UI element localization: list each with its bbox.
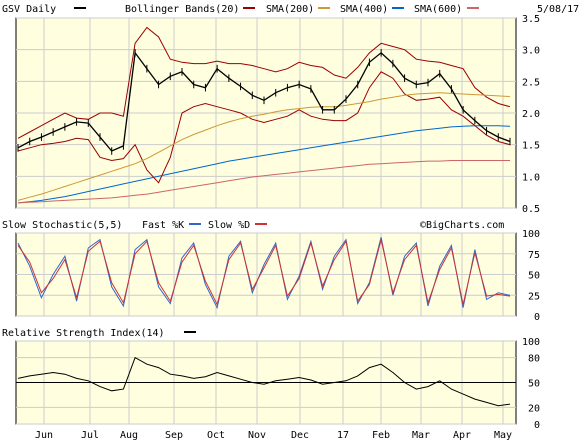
slow-d-swatch (255, 223, 267, 225)
x-tick-label: Nov (248, 430, 266, 441)
price-y-tick-label: 1.5 (522, 141, 540, 152)
sma200-label: SMA(200) (266, 4, 314, 15)
fast-k-swatch (189, 223, 201, 225)
stoch-y-tick-label: 50 (528, 271, 540, 282)
stoch-series-1 (17, 239, 511, 306)
symbol-label: GSV Daily (2, 4, 56, 15)
price-y-tick-label: 2.0 (522, 109, 540, 120)
x-tick-label: Feb (372, 430, 390, 441)
x-tick-label: Dec (291, 430, 309, 441)
stochastic-series-layer (17, 237, 511, 310)
fast-k-label: Fast %K (142, 220, 184, 231)
rsi-swatch (184, 331, 196, 333)
rsi-y-tick-label: 0 (534, 420, 540, 431)
slow-d-label: Slow %D (208, 220, 250, 231)
rsi-y-tick-label: 100 (522, 337, 540, 348)
sma400-label: SMA(400) (340, 4, 388, 15)
rsi-title: Relative Strength Index(14) (2, 328, 165, 339)
stochastic-title: Slow Stochastic(5,5) (2, 220, 122, 231)
price-legend: GSV Daily Bollinger Bands(20) SMA(200) S… (2, 4, 579, 15)
rsi-series-0 (17, 356, 511, 407)
rsi-y-tick-label: 20 (528, 403, 540, 414)
bollinger-label: Bollinger Bands(20) (125, 4, 239, 15)
price-series-2 (17, 71, 511, 184)
x-tick-label: Jul (81, 430, 99, 441)
sma600-label: SMA(600) (414, 4, 462, 15)
date-label: 5/08/17 (537, 4, 579, 15)
sma400-legend-swatch (392, 7, 404, 9)
sma200-legend-swatch (318, 7, 330, 9)
x-tick-label: Sep (165, 430, 183, 441)
stoch-y-tick-label: 100 (522, 229, 540, 240)
stoch-y-tick-label: 75 (528, 250, 540, 261)
price-legend-swatch (74, 7, 86, 9)
x-tick-label: Mar (412, 430, 430, 441)
rsi-legend: Relative Strength Index(14) (2, 328, 196, 339)
bollinger-legend-swatch (243, 7, 255, 9)
x-tick-label: Aug (120, 430, 138, 441)
watermark: ©BigCharts.com (420, 220, 504, 231)
stoch-y-tick-label: 25 (528, 291, 540, 302)
price-series-layer (17, 26, 511, 204)
price-y-tick-label: 1.0 (522, 172, 540, 183)
x-tick-label: May (494, 430, 512, 441)
price-series-4 (17, 125, 511, 204)
x-tick-label: Jun (35, 430, 53, 441)
rsi-series-layer (16, 356, 516, 407)
price-series-3 (17, 92, 511, 201)
stochastic-legend: Slow Stochastic(5,5) Fast %K Slow %D ©Bi… (2, 220, 504, 231)
x-tick-label: 17 (337, 430, 349, 441)
price-series-5 (17, 160, 510, 204)
rsi-y-tick-label: 50 (528, 379, 540, 390)
rsi-y-tick-label: 80 (528, 354, 540, 365)
price-y-tick-label: 2.5 (522, 77, 540, 88)
price-y-tick-label: 3.5 (522, 14, 540, 25)
price-y-tick-label: 3.0 (522, 46, 540, 57)
price-series-1 (17, 26, 511, 139)
x-tick-label: Apr (453, 430, 471, 441)
price-y-tick-label: 0.5 (522, 204, 540, 215)
axis-labels-layer: 0.5 1.0 1.5 2.0 2.5 3.0 3.5 0 25 50 75 100 0 20 50 80 10… (35, 14, 540, 441)
x-tick-label: Oct (207, 430, 225, 441)
stoch-series-0 (17, 237, 511, 310)
sma600-legend-swatch (467, 7, 479, 9)
stoch-y-tick-label: 0 (534, 312, 540, 323)
